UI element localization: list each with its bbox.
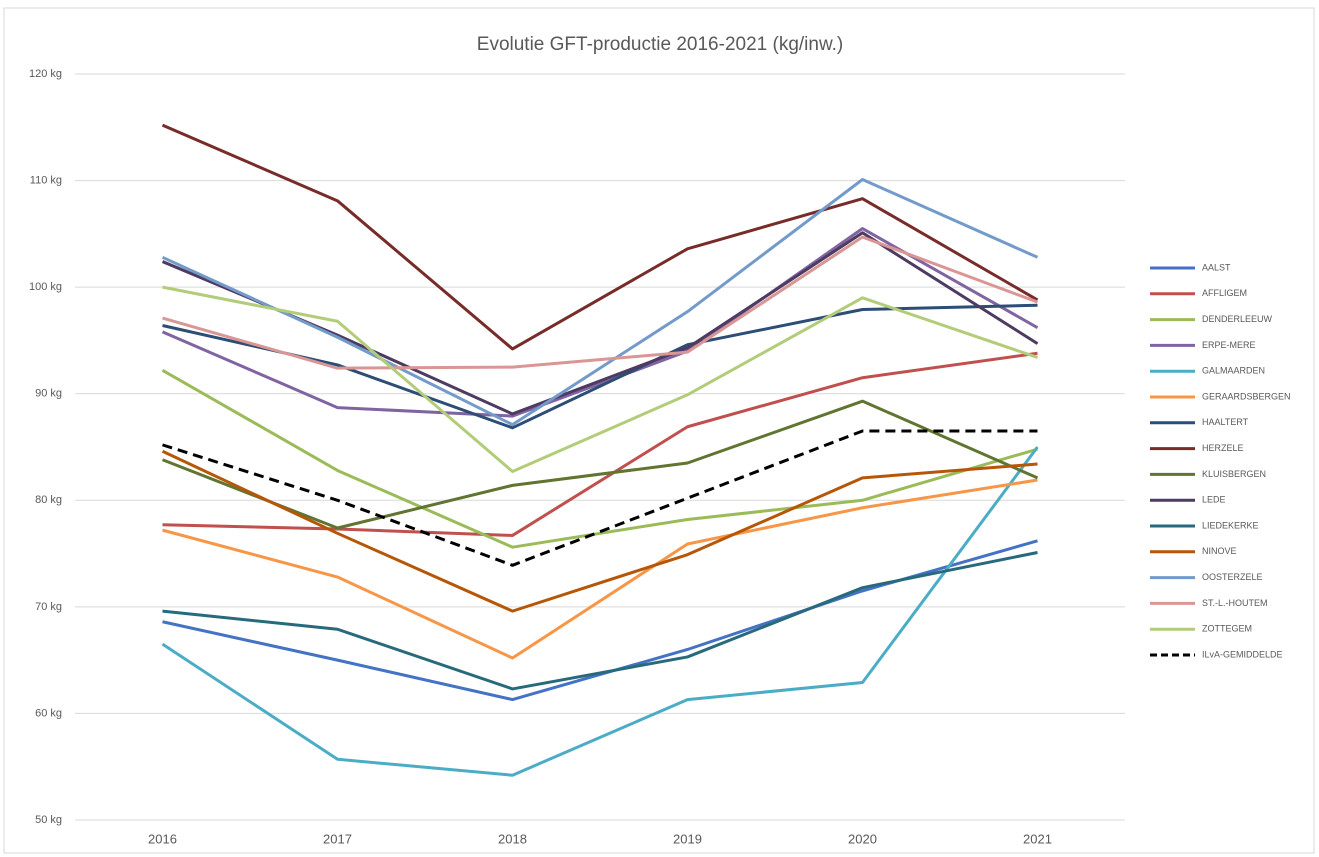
x-tick-label: 2016: [148, 831, 177, 846]
x-tick-label: 2019: [673, 831, 702, 846]
series-line: [162, 478, 1038, 660]
y-tick-label: 50 kg: [35, 814, 62, 826]
legend-label: NINOVE: [1202, 546, 1237, 556]
legend-label: LEDE: [1202, 495, 1226, 505]
x-tick-label: 2017: [323, 831, 352, 846]
legend-label: HERZELE: [1202, 443, 1244, 453]
series-line: [162, 235, 1039, 370]
legend-label: ERPE-MERE: [1202, 340, 1256, 350]
legend-label: ST.-L.-HOUTEM: [1202, 598, 1268, 608]
y-tick-label: 100 kg: [29, 281, 62, 293]
series-line: [161, 449, 1038, 613]
y-tick-label: 120 kg: [29, 68, 62, 80]
legend-label: OOSTERZELE: [1202, 572, 1263, 582]
y-tick-label: 60 kg: [35, 707, 62, 719]
series-line: [161, 123, 1039, 351]
y-tick-label: 110 kg: [30, 174, 62, 186]
legend-label: LIEDEKERKE: [1202, 520, 1259, 530]
legend-label: GALMAARDEN: [1202, 366, 1265, 376]
series-line: [162, 351, 1038, 537]
legend-label: GERAARDSBERGEN: [1202, 391, 1291, 401]
x-tick-label: 2020: [848, 831, 877, 846]
legend-label: ILvA-GEMIDDELDE: [1202, 649, 1283, 659]
series-line: [162, 285, 1038, 474]
series-line: [161, 368, 1038, 549]
legend-label: AFFLIGEM: [1202, 288, 1247, 298]
series-line: [161, 399, 1039, 530]
series-line: [161, 227, 1039, 418]
x-tick-label: 2021: [1023, 831, 1052, 846]
series-line: [162, 429, 1038, 567]
series-line: [161, 446, 1039, 777]
series-line: [161, 178, 1039, 427]
legend-label: DENDERLEEUW: [1202, 314, 1273, 324]
legend-label: ZOTTEGEM: [1202, 624, 1252, 634]
chart-title: Evolutie GFT-productie 2016-2021 (kg/inw…: [477, 34, 843, 55]
x-tick-label: 2018: [498, 831, 527, 846]
y-tick-label: 70 kg: [35, 601, 62, 613]
legend-label: AALST: [1202, 262, 1231, 272]
y-tick-label: 80 kg: [35, 494, 62, 506]
legend-label: HAALTERT: [1202, 417, 1249, 427]
y-tick-label: 90 kg: [35, 388, 62, 400]
series-line: [162, 551, 1038, 691]
chart-frame: [3, 7, 1315, 854]
legend-label: KLUISBERGEN: [1202, 469, 1266, 479]
